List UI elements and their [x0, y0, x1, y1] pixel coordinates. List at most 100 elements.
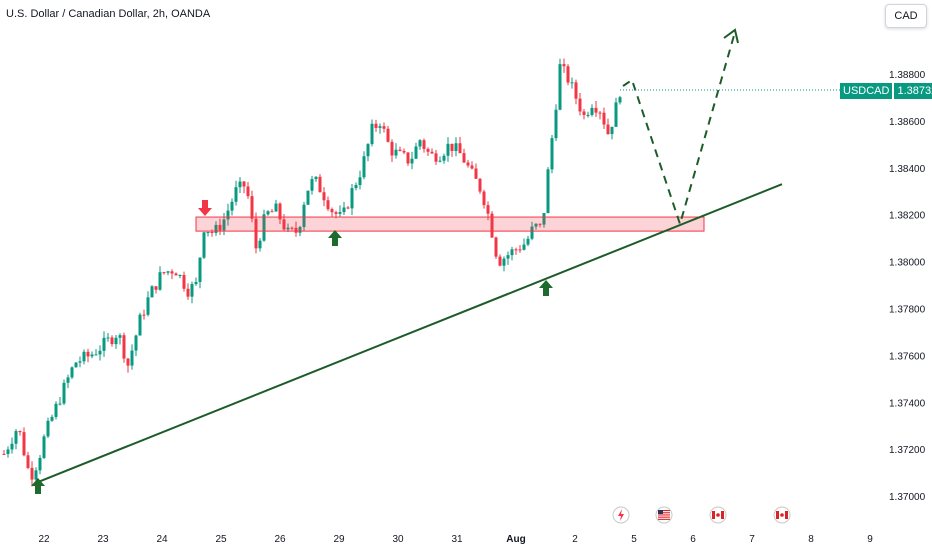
candle-body — [314, 176, 318, 180]
candle-body — [90, 354, 94, 357]
candle-body — [38, 457, 42, 471]
x-tick-label: 5 — [631, 534, 637, 545]
y-tick-label: 1.37600 — [889, 351, 926, 362]
y-tick-label: 1.38800 — [889, 70, 926, 81]
candle-body — [410, 158, 414, 164]
candle-body — [554, 109, 558, 139]
projection-path — [622, 31, 736, 228]
candle-body — [186, 288, 190, 297]
y-tick-label: 1.38000 — [889, 258, 926, 269]
candle-body — [318, 176, 322, 193]
candle-body — [122, 335, 126, 359]
candle-body — [290, 227, 294, 229]
candle-body — [478, 178, 482, 192]
flag-canton — [658, 510, 663, 514]
candle-body — [306, 190, 310, 205]
x-tick-label: 29 — [333, 534, 345, 545]
drawings — [31, 28, 880, 494]
candle-body — [498, 256, 502, 266]
candle-body — [458, 143, 462, 154]
candle-body — [590, 107, 594, 115]
candle-body — [214, 224, 218, 233]
candle-body — [326, 200, 330, 210]
candle-body — [602, 112, 606, 125]
candle-body — [142, 314, 146, 316]
x-tick-label: 7 — [749, 534, 755, 545]
candle-body — [462, 153, 466, 163]
candle-body — [526, 238, 530, 245]
last-price-tag: USDCAD 1.38732 — [840, 83, 932, 99]
candle-body — [430, 151, 434, 154]
candle-body — [358, 177, 362, 186]
candle-body — [586, 114, 590, 116]
sell-arrow-icon — [198, 200, 212, 216]
x-tick-label: 8 — [808, 534, 814, 545]
candle-body — [250, 196, 254, 219]
y-tick-label: 1.37200 — [889, 445, 926, 456]
flag-band — [785, 511, 788, 519]
candle-body — [46, 420, 50, 437]
candle-body — [574, 82, 578, 99]
candle-body — [70, 367, 74, 378]
flag-stripe — [658, 512, 670, 514]
candle-body — [342, 207, 346, 213]
chart-title: U.S. Dollar / Canadian Dollar, 2h, OANDA — [6, 8, 211, 20]
canada-flag-icon — [773, 506, 791, 524]
candle-body — [386, 128, 390, 142]
candle-body — [78, 361, 82, 363]
candle-body — [434, 153, 438, 162]
candle-body — [442, 155, 446, 161]
price-tag-value: 1.38732 — [894, 83, 932, 99]
candle-body — [106, 337, 110, 339]
candle-body — [270, 211, 274, 213]
candle-body — [606, 124, 610, 135]
candle-body — [374, 123, 378, 128]
candle-body — [406, 152, 410, 164]
us-flag-icon — [655, 506, 673, 524]
candle-body — [258, 240, 262, 249]
candle-body — [522, 244, 526, 250]
candle-body — [194, 281, 198, 285]
candle-body — [190, 284, 194, 297]
candle-body — [362, 156, 366, 178]
x-tick-label: 23 — [97, 534, 109, 545]
flag-band — [712, 511, 715, 519]
candle-body — [234, 187, 238, 202]
candle-body — [542, 213, 546, 225]
candle-body — [402, 150, 406, 153]
candle-body — [10, 443, 14, 450]
candle-body — [534, 223, 538, 227]
candle-body — [302, 204, 306, 227]
candle-body — [198, 257, 202, 282]
candle-body — [262, 214, 266, 241]
candle-body — [114, 337, 118, 345]
y-tick-label: 1.37400 — [889, 398, 926, 409]
candle-body — [238, 181, 242, 188]
candle-body — [414, 146, 418, 159]
candle-body — [206, 231, 210, 233]
candle-body — [582, 111, 586, 115]
candle-body — [390, 141, 394, 156]
candle-body — [174, 273, 178, 276]
x-axis: 22 23 24 25 26 29 30 31 Aug 2 5 6 7 8 9 — [38, 534, 873, 545]
candle-body — [202, 232, 206, 258]
buy-arrow-icon — [539, 280, 553, 296]
candle-body — [146, 297, 150, 315]
x-tick-label: 25 — [215, 534, 227, 545]
candle-body — [366, 144, 370, 157]
candle-body — [294, 227, 298, 233]
x-tick-label: 6 — [690, 534, 696, 545]
flag-band — [721, 511, 724, 519]
candle-body — [14, 431, 18, 444]
lightning-shape — [618, 509, 624, 521]
candle-body — [446, 143, 450, 156]
candle-body — [66, 377, 70, 383]
candle-body — [418, 140, 422, 147]
candle-body — [102, 337, 106, 351]
candle-body — [126, 358, 130, 366]
candle-body — [226, 210, 230, 220]
event-icons — [612, 506, 791, 524]
currency-button[interactable]: CAD — [885, 4, 927, 28]
candle-body — [578, 98, 582, 112]
